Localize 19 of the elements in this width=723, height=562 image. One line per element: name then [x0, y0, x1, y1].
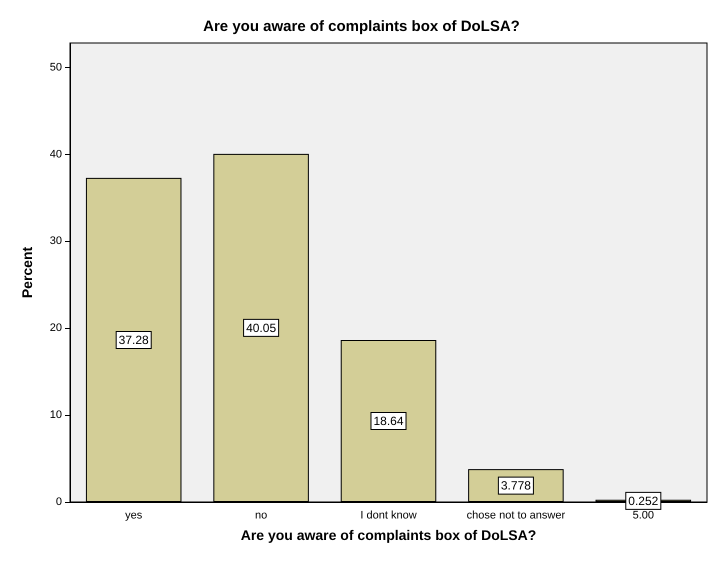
x-tick-label: yes [125, 510, 143, 522]
y-tick-label: 40 [50, 148, 62, 160]
x-axis-title: Are you aware of complaints box of DoLSA? [240, 527, 536, 543]
y-tick-label: 50 [50, 61, 62, 74]
data-label: 3.778 [500, 478, 532, 493]
y-tick-label: 30 [50, 235, 62, 248]
x-tick-label: I dont know [360, 510, 417, 522]
data-label: 40.05 [246, 320, 276, 335]
y-tick-label: 10 [50, 409, 62, 422]
y-axis-title: Percent [19, 246, 35, 298]
data-label: 18.64 [373, 414, 404, 428]
x-tick-label: no [254, 510, 268, 522]
x-tick-label: 5.00 [632, 510, 654, 522]
data-label: 0.252 [628, 494, 659, 508]
y-tick-label: 20 [50, 322, 62, 334]
chart-title: Are you aware of complaints box of DoLSA? [203, 18, 520, 35]
y-tick-label: 0 [56, 496, 62, 508]
x-tick-label: chose not to answer [466, 510, 566, 522]
data-label: 37.28 [118, 332, 150, 347]
